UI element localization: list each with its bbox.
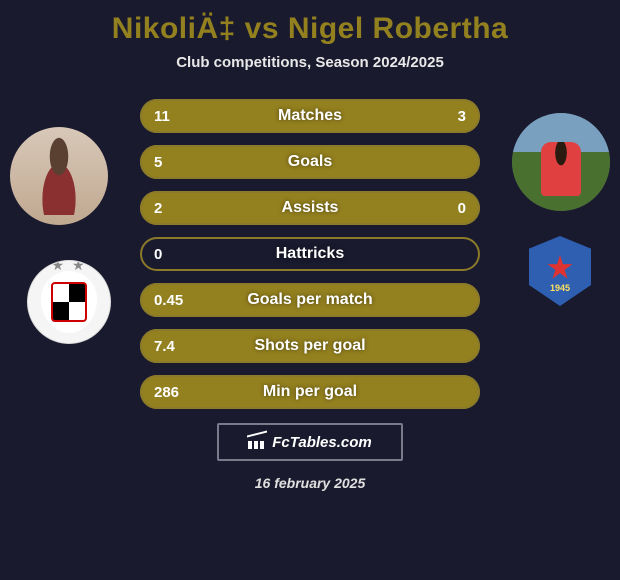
stat-row: 0 Hattricks — [140, 237, 480, 271]
chart-icon — [248, 435, 266, 449]
stat-label: Hattricks — [276, 245, 344, 263]
stat-left-value: 2 — [154, 200, 162, 217]
stat-left-value: 7.4 — [154, 338, 175, 355]
stat-row: 7.4 Shots per goal — [140, 329, 480, 363]
player2-avatar — [512, 113, 610, 211]
stat-left-value: 0.45 — [154, 292, 183, 309]
stat-row: 5 Goals — [140, 145, 480, 179]
player1-avatar — [10, 127, 108, 225]
footer-date: 16 february 2025 — [0, 475, 620, 491]
stat-row: 0.45 Goals per match — [140, 283, 480, 317]
stat-label: Matches — [278, 107, 342, 125]
stats-container: 11 Matches 3 5 Goals 2 Assists 0 0 Hattricks 0.45 G… — [140, 99, 480, 409]
stat-right-value: 0 — [458, 200, 466, 217]
page-title: NikoliÄ‡ vs Nigel Robertha — [0, 0, 620, 46]
stat-row: 11 Matches 3 — [140, 99, 480, 133]
stat-row: 2 Assists 0 — [140, 191, 480, 225]
stat-left-value: 11 — [154, 108, 170, 125]
stat-right-value: 3 — [458, 108, 466, 125]
title-text: NikoliÄ‡ vs Nigel Robertha — [112, 12, 508, 45]
stat-label: Assists — [282, 199, 339, 217]
brand-box: FcTables.com — [217, 423, 403, 461]
stat-left-value: 286 — [154, 384, 179, 401]
club2-year: 1945 — [550, 283, 570, 293]
page-subtitle: Club competitions, Season 2024/2025 — [0, 54, 620, 71]
stat-label: Goals — [288, 153, 332, 171]
stat-row: 286 Min per goal — [140, 375, 480, 409]
stat-label: Goals per match — [247, 291, 372, 309]
brand-text: FcTables.com — [272, 434, 371, 451]
club2-badge: 1945 — [520, 231, 600, 311]
stat-left-value: 5 — [154, 154, 162, 171]
stat-left-value: 0 — [154, 246, 162, 263]
club1-badge — [27, 260, 111, 344]
stat-label: Min per goal — [263, 383, 357, 401]
stat-label: Shots per goal — [254, 337, 365, 355]
